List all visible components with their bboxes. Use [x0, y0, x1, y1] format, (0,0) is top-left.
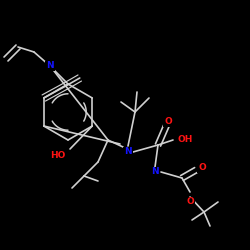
Text: N: N — [151, 168, 159, 176]
Text: OH: OH — [177, 136, 193, 144]
Text: HO: HO — [50, 150, 66, 160]
Text: N: N — [46, 62, 54, 70]
Text: O: O — [164, 118, 172, 126]
Text: O: O — [198, 164, 206, 172]
Text: O: O — [186, 198, 194, 206]
Text: N: N — [124, 148, 132, 156]
